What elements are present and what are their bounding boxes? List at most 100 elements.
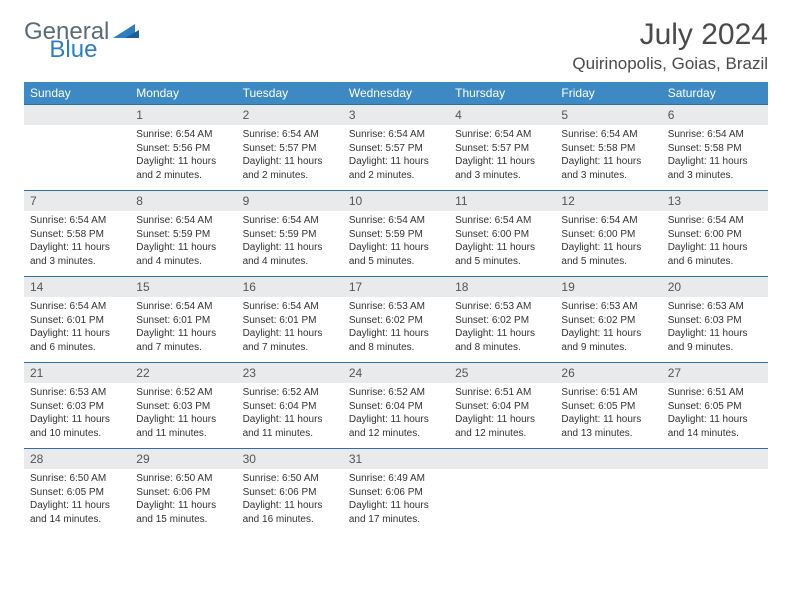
day-details: Sunrise: 6:54 AMSunset: 5:56 PMDaylight:… bbox=[130, 125, 236, 186]
calendar-day-cell: 14Sunrise: 6:54 AMSunset: 6:01 PMDayligh… bbox=[24, 277, 130, 363]
day-number: 3 bbox=[343, 105, 449, 125]
logo: General Blue bbox=[24, 18, 191, 46]
day-number: 8 bbox=[130, 191, 236, 211]
day-number: 20 bbox=[662, 277, 768, 297]
calendar-day-cell: 11Sunrise: 6:54 AMSunset: 6:00 PMDayligh… bbox=[449, 191, 555, 277]
day-details: Sunrise: 6:54 AMSunset: 6:00 PMDaylight:… bbox=[555, 211, 661, 272]
weekday-header: Tuesday bbox=[237, 82, 343, 105]
day-number: 2 bbox=[237, 105, 343, 125]
page-header: General Blue July 2024 Quirinopolis, Goi… bbox=[24, 18, 768, 74]
location-text: Quirinopolis, Goias, Brazil bbox=[572, 54, 768, 74]
calendar-day-cell: 9Sunrise: 6:54 AMSunset: 5:59 PMDaylight… bbox=[237, 191, 343, 277]
calendar-day-cell bbox=[555, 449, 661, 535]
calendar-day-cell: 24Sunrise: 6:52 AMSunset: 6:04 PMDayligh… bbox=[343, 363, 449, 449]
calendar-day-cell: 20Sunrise: 6:53 AMSunset: 6:03 PMDayligh… bbox=[662, 277, 768, 363]
calendar-day-cell: 22Sunrise: 6:52 AMSunset: 6:03 PMDayligh… bbox=[130, 363, 236, 449]
day-details: Sunrise: 6:53 AMSunset: 6:03 PMDaylight:… bbox=[24, 383, 130, 444]
calendar-day-cell: 28Sunrise: 6:50 AMSunset: 6:05 PMDayligh… bbox=[24, 449, 130, 535]
day-details: Sunrise: 6:54 AMSunset: 5:57 PMDaylight:… bbox=[237, 125, 343, 186]
weekday-header: Saturday bbox=[662, 82, 768, 105]
calendar-day-cell: 19Sunrise: 6:53 AMSunset: 6:02 PMDayligh… bbox=[555, 277, 661, 363]
day-details: Sunrise: 6:54 AMSunset: 6:00 PMDaylight:… bbox=[662, 211, 768, 272]
day-number: 28 bbox=[24, 449, 130, 469]
day-details: Sunrise: 6:50 AMSunset: 6:06 PMDaylight:… bbox=[237, 469, 343, 530]
day-number: 29 bbox=[130, 449, 236, 469]
day-number bbox=[24, 105, 130, 125]
day-number: 19 bbox=[555, 277, 661, 297]
day-details: Sunrise: 6:54 AMSunset: 6:01 PMDaylight:… bbox=[237, 297, 343, 358]
weekday-header: Wednesday bbox=[343, 82, 449, 105]
calendar-week-row: 1Sunrise: 6:54 AMSunset: 5:56 PMDaylight… bbox=[24, 105, 768, 191]
calendar-day-cell: 1Sunrise: 6:54 AMSunset: 5:56 PMDaylight… bbox=[130, 105, 236, 191]
calendar-day-cell: 13Sunrise: 6:54 AMSunset: 6:00 PMDayligh… bbox=[662, 191, 768, 277]
day-details: Sunrise: 6:50 AMSunset: 6:05 PMDaylight:… bbox=[24, 469, 130, 530]
calendar-day-cell: 21Sunrise: 6:53 AMSunset: 6:03 PMDayligh… bbox=[24, 363, 130, 449]
calendar-day-cell: 2Sunrise: 6:54 AMSunset: 5:57 PMDaylight… bbox=[237, 105, 343, 191]
day-number: 9 bbox=[237, 191, 343, 211]
day-details: Sunrise: 6:52 AMSunset: 6:04 PMDaylight:… bbox=[237, 383, 343, 444]
day-details: Sunrise: 6:54 AMSunset: 6:01 PMDaylight:… bbox=[24, 297, 130, 358]
day-number: 24 bbox=[343, 363, 449, 383]
day-details: Sunrise: 6:54 AMSunset: 5:58 PMDaylight:… bbox=[555, 125, 661, 186]
calendar-day-cell: 29Sunrise: 6:50 AMSunset: 6:06 PMDayligh… bbox=[130, 449, 236, 535]
calendar-day-cell: 15Sunrise: 6:54 AMSunset: 6:01 PMDayligh… bbox=[130, 277, 236, 363]
calendar-day-cell: 5Sunrise: 6:54 AMSunset: 5:58 PMDaylight… bbox=[555, 105, 661, 191]
calendar-day-cell: 6Sunrise: 6:54 AMSunset: 5:58 PMDaylight… bbox=[662, 105, 768, 191]
calendar-day-cell: 27Sunrise: 6:51 AMSunset: 6:05 PMDayligh… bbox=[662, 363, 768, 449]
day-number: 7 bbox=[24, 191, 130, 211]
weekday-header: Thursday bbox=[449, 82, 555, 105]
day-number: 13 bbox=[662, 191, 768, 211]
calendar-day-cell: 26Sunrise: 6:51 AMSunset: 6:05 PMDayligh… bbox=[555, 363, 661, 449]
day-number: 30 bbox=[237, 449, 343, 469]
calendar-table: SundayMondayTuesdayWednesdayThursdayFrid… bbox=[24, 82, 768, 535]
day-details: Sunrise: 6:54 AMSunset: 6:00 PMDaylight:… bbox=[449, 211, 555, 272]
calendar-day-cell: 4Sunrise: 6:54 AMSunset: 5:57 PMDaylight… bbox=[449, 105, 555, 191]
calendar-body: 1Sunrise: 6:54 AMSunset: 5:56 PMDaylight… bbox=[24, 105, 768, 535]
day-number: 10 bbox=[343, 191, 449, 211]
day-details: Sunrise: 6:52 AMSunset: 6:03 PMDaylight:… bbox=[130, 383, 236, 444]
day-details: Sunrise: 6:51 AMSunset: 6:04 PMDaylight:… bbox=[449, 383, 555, 444]
calendar-header-row: SundayMondayTuesdayWednesdayThursdayFrid… bbox=[24, 82, 768, 105]
day-details: Sunrise: 6:53 AMSunset: 6:02 PMDaylight:… bbox=[343, 297, 449, 358]
logo-text-blue: Blue bbox=[49, 36, 97, 64]
day-details: Sunrise: 6:50 AMSunset: 6:06 PMDaylight:… bbox=[130, 469, 236, 530]
day-number: 15 bbox=[130, 277, 236, 297]
day-number: 31 bbox=[343, 449, 449, 469]
day-number: 17 bbox=[343, 277, 449, 297]
day-details: Sunrise: 6:54 AMSunset: 6:01 PMDaylight:… bbox=[130, 297, 236, 358]
day-details: Sunrise: 6:54 AMSunset: 5:59 PMDaylight:… bbox=[237, 211, 343, 272]
calendar-week-row: 14Sunrise: 6:54 AMSunset: 6:01 PMDayligh… bbox=[24, 277, 768, 363]
calendar-day-cell: 12Sunrise: 6:54 AMSunset: 6:00 PMDayligh… bbox=[555, 191, 661, 277]
day-details: Sunrise: 6:54 AMSunset: 5:59 PMDaylight:… bbox=[130, 211, 236, 272]
day-details: Sunrise: 6:49 AMSunset: 6:06 PMDaylight:… bbox=[343, 469, 449, 530]
day-number: 22 bbox=[130, 363, 236, 383]
day-number: 18 bbox=[449, 277, 555, 297]
day-number bbox=[555, 449, 661, 469]
day-number: 26 bbox=[555, 363, 661, 383]
calendar-week-row: 28Sunrise: 6:50 AMSunset: 6:05 PMDayligh… bbox=[24, 449, 768, 535]
day-details: Sunrise: 6:54 AMSunset: 5:57 PMDaylight:… bbox=[449, 125, 555, 186]
day-number: 12 bbox=[555, 191, 661, 211]
day-number: 5 bbox=[555, 105, 661, 125]
calendar-day-cell: 3Sunrise: 6:54 AMSunset: 5:57 PMDaylight… bbox=[343, 105, 449, 191]
calendar-day-cell: 25Sunrise: 6:51 AMSunset: 6:04 PMDayligh… bbox=[449, 363, 555, 449]
day-details: Sunrise: 6:54 AMSunset: 5:58 PMDaylight:… bbox=[24, 211, 130, 272]
title-block: July 2024 Quirinopolis, Goias, Brazil bbox=[572, 18, 768, 74]
day-number bbox=[449, 449, 555, 469]
calendar-day-cell: 16Sunrise: 6:54 AMSunset: 6:01 PMDayligh… bbox=[237, 277, 343, 363]
calendar-day-cell: 23Sunrise: 6:52 AMSunset: 6:04 PMDayligh… bbox=[237, 363, 343, 449]
calendar-day-cell: 31Sunrise: 6:49 AMSunset: 6:06 PMDayligh… bbox=[343, 449, 449, 535]
month-title: July 2024 bbox=[572, 18, 768, 52]
day-number: 21 bbox=[24, 363, 130, 383]
day-number: 11 bbox=[449, 191, 555, 211]
day-number: 25 bbox=[449, 363, 555, 383]
calendar-week-row: 21Sunrise: 6:53 AMSunset: 6:03 PMDayligh… bbox=[24, 363, 768, 449]
day-number: 6 bbox=[662, 105, 768, 125]
day-details: Sunrise: 6:52 AMSunset: 6:04 PMDaylight:… bbox=[343, 383, 449, 444]
day-number: 23 bbox=[237, 363, 343, 383]
weekday-header: Sunday bbox=[24, 82, 130, 105]
calendar-day-cell: 7Sunrise: 6:54 AMSunset: 5:58 PMDaylight… bbox=[24, 191, 130, 277]
day-number: 1 bbox=[130, 105, 236, 125]
calendar-week-row: 7Sunrise: 6:54 AMSunset: 5:58 PMDaylight… bbox=[24, 191, 768, 277]
day-details: Sunrise: 6:53 AMSunset: 6:03 PMDaylight:… bbox=[662, 297, 768, 358]
